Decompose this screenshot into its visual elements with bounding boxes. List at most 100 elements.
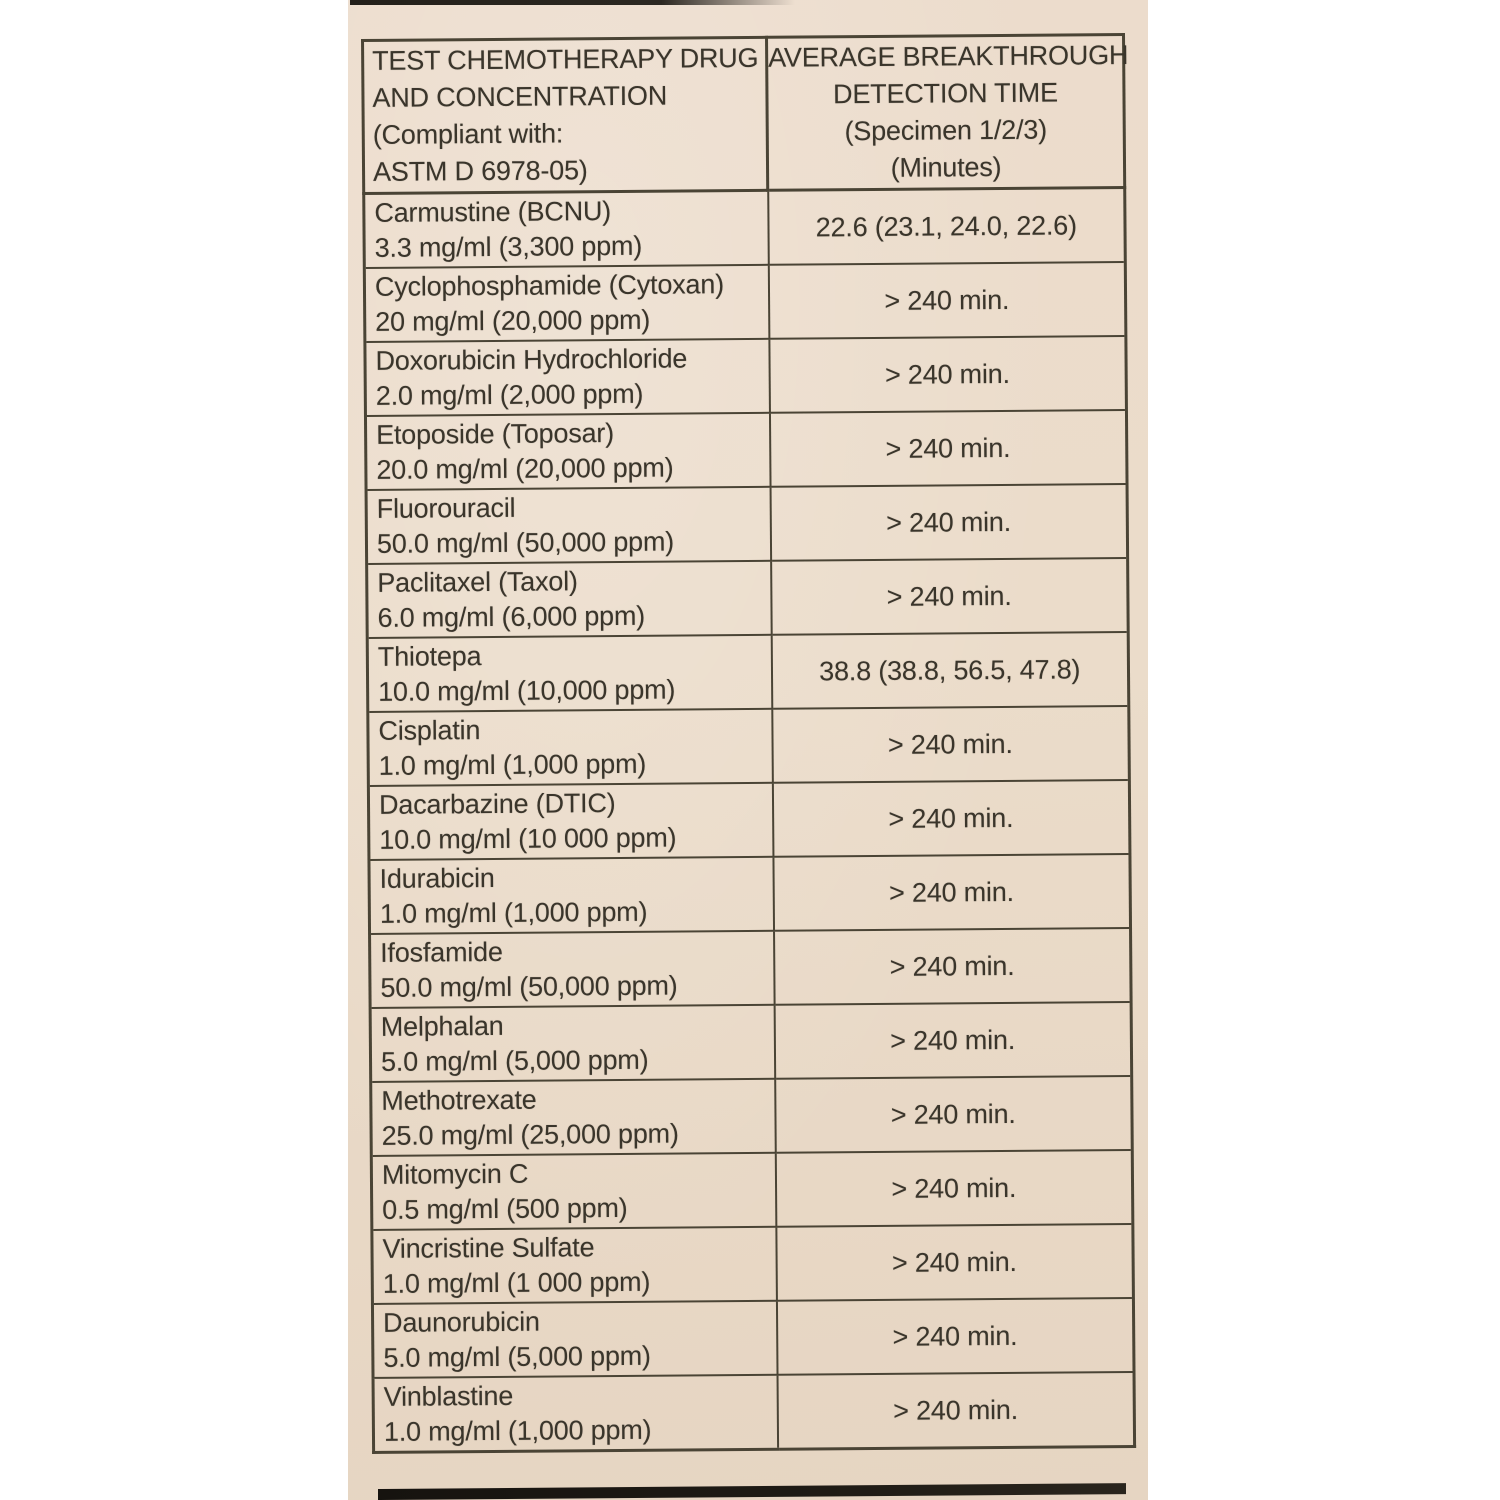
table-row: Paclitaxel (Taxol) 6.0 mg/ml (6,000 ppm)… bbox=[366, 557, 1129, 638]
drug-name: Etoposide (Toposar) bbox=[376, 418, 615, 450]
drug-name: Daunorubicin bbox=[382, 1306, 540, 1338]
detection-time: > 240 min. bbox=[775, 1149, 1133, 1227]
drug-name: Cyclophosphamide (Cytoxan) bbox=[374, 269, 725, 302]
drug-concentration: 3.3 mg/ml (3,300 ppm) bbox=[374, 230, 643, 263]
detection-time: > 240 min. bbox=[775, 1223, 1134, 1301]
drug-cell: Carmustine (BCNU) 3.3 mg/ml (3,300 ppm) bbox=[363, 190, 769, 268]
photo-paper-background: TEST CHEMOTHERAPY DRUG AND CONCENTRATION… bbox=[348, 0, 1148, 1500]
drug-cell: Melphalan 5.0 mg/ml (5,000 ppm) bbox=[370, 1004, 775, 1082]
table-row: Mitomycin C 0.5 mg/ml (500 ppm) > 240 mi… bbox=[371, 1149, 1133, 1230]
column-header-drug: TEST CHEMOTHERAPY DRUG AND CONCENTRATION… bbox=[362, 37, 768, 194]
drug-cell: Dacarbazine (DTIC) 10.0 mg/ml (10 000 pp… bbox=[368, 782, 773, 860]
detection-time: > 240 min. bbox=[768, 262, 1126, 339]
table-row: Ifosfamide 50.0 mg/ml (50,000 ppm) > 240… bbox=[369, 927, 1132, 1008]
header-line: (Minutes) bbox=[890, 151, 1002, 183]
table-row: Cisplatin 1.0 mg/ml (1,000 ppm) > 240 mi… bbox=[367, 705, 1130, 786]
drug-cell: Mitomycin C 0.5 mg/ml (500 ppm) bbox=[371, 1152, 776, 1230]
drug-cell: Cyclophosphamide (Cytoxan) 20 mg/ml (20,… bbox=[364, 264, 769, 342]
drug-cell: Paclitaxel (Taxol) 6.0 mg/ml (6,000 ppm) bbox=[366, 560, 772, 638]
drug-concentration: 1.0 mg/ml (1,000 ppm) bbox=[379, 896, 648, 929]
drug-concentration: 50.0 mg/ml (50,000 ppm) bbox=[380, 970, 678, 1003]
detection-time: > 240 min. bbox=[768, 336, 1127, 413]
detection-time: > 240 min. bbox=[774, 1075, 1133, 1153]
drug-name: Paclitaxel (Taxol) bbox=[377, 566, 578, 598]
drug-concentration: 20.0 mg/ml (20,000 ppm) bbox=[376, 452, 674, 485]
header-line: (Specimen 1/2/3) bbox=[844, 114, 1048, 147]
drug-name: Fluorouracil bbox=[376, 492, 516, 524]
drug-name: Thiotepa bbox=[377, 641, 482, 672]
header-line: AND CONCENTRATION bbox=[372, 80, 668, 113]
drug-concentration: 20 mg/ml (20,000 ppm) bbox=[375, 304, 651, 337]
drug-name: Vinblastine bbox=[383, 1380, 514, 1412]
header-line: ASTM D 6978-05) bbox=[372, 155, 588, 187]
detection-time: > 240 min. bbox=[770, 557, 1129, 635]
table-row: Doxorubicin Hydrochloride 2.0 mg/ml (2,0… bbox=[364, 336, 1127, 416]
drug-cell: Vincristine Sulfate 1.0 mg/ml (1 000 ppm… bbox=[371, 1226, 777, 1304]
header-line: (Compliant with: bbox=[372, 118, 564, 150]
drug-concentration: 1.0 mg/ml (1,000 ppm) bbox=[383, 1414, 652, 1447]
detection-time: 38.8 (38.8, 56.5, 47.8) bbox=[771, 631, 1129, 709]
drug-concentration: 6.0 mg/ml (6,000 ppm) bbox=[377, 600, 646, 633]
table-row: Methotrexate 25.0 mg/ml (25,000 ppm) > 2… bbox=[370, 1075, 1133, 1156]
drug-name: Dacarbazine (DTIC) bbox=[378, 788, 616, 820]
detection-time: > 240 min. bbox=[776, 1297, 1135, 1375]
detection-time: > 240 min. bbox=[770, 483, 1128, 561]
drug-name: Mitomycin C bbox=[381, 1158, 529, 1190]
table-row: Idurabicin 1.0 mg/ml (1,000 ppm) > 240 m… bbox=[368, 853, 1131, 934]
detection-time: > 240 min. bbox=[772, 853, 1131, 931]
table-row: Cyclophosphamide (Cytoxan) 20 mg/ml (20,… bbox=[364, 262, 1126, 342]
table-header-row: TEST CHEMOTHERAPY DRUG AND CONCENTRATION… bbox=[362, 34, 1129, 194]
drug-concentration: 5.0 mg/ml (5,000 ppm) bbox=[380, 1044, 649, 1077]
drug-cell: Doxorubicin Hydrochloride 2.0 mg/ml (2,0… bbox=[364, 338, 770, 416]
header-line: AVERAGE BREAKTHROUGH bbox=[768, 39, 1129, 73]
table-row: Carmustine (BCNU) 3.3 mg/ml (3,300 ppm) … bbox=[363, 187, 1126, 268]
drug-concentration: 25.0 mg/ml (25,000 ppm) bbox=[381, 1118, 679, 1151]
drug-name: Idurabicin bbox=[379, 862, 495, 894]
drug-cell: Methotrexate 25.0 mg/ml (25,000 ppm) bbox=[370, 1078, 776, 1156]
drug-concentration: 2.0 mg/ml (2,000 ppm) bbox=[375, 378, 644, 411]
table-row: Dacarbazine (DTIC) 10.0 mg/ml (10 000 pp… bbox=[368, 779, 1130, 860]
drug-concentration: 5.0 mg/ml (5,000 ppm) bbox=[383, 1340, 651, 1373]
drug-concentration: 1.0 mg/ml (1 000 ppm) bbox=[382, 1266, 651, 1299]
drug-concentration: 10.0 mg/ml (10,000 ppm) bbox=[378, 674, 676, 707]
drug-cell: Idurabicin 1.0 mg/ml (1,000 ppm) bbox=[368, 856, 774, 934]
detection-time: > 240 min. bbox=[773, 927, 1132, 1005]
drug-name: Carmustine (BCNU) bbox=[374, 196, 612, 228]
detection-time: > 240 min. bbox=[769, 409, 1128, 487]
drug-name: Melphalan bbox=[380, 1010, 504, 1042]
drug-concentration: 10.0 mg/ml (10 000 ppm) bbox=[379, 822, 677, 855]
table-row: Fluorouracil 50.0 mg/ml (50,000 ppm) > 2… bbox=[366, 483, 1128, 564]
photo-edge-artifact-top bbox=[350, 0, 795, 5]
table-row: Daunorubicin 5.0 mg/ml (5,000 ppm) > 240… bbox=[372, 1297, 1135, 1378]
drug-concentration: 0.5 mg/ml (500 ppm) bbox=[382, 1192, 628, 1225]
drug-name: Doxorubicin Hydrochloride bbox=[375, 343, 688, 376]
detection-time: > 240 min. bbox=[771, 705, 1130, 783]
drug-name: Ifosfamide bbox=[380, 936, 503, 968]
drug-name: Methotrexate bbox=[381, 1084, 537, 1116]
drug-name: Vincristine Sulfate bbox=[382, 1232, 595, 1264]
column-header-detection-time: AVERAGE BREAKTHROUGH DETECTION TIME (Spe… bbox=[766, 34, 1129, 191]
photo-edge-artifact-bottom bbox=[378, 1483, 1126, 1500]
header-line: DETECTION TIME bbox=[832, 77, 1058, 110]
drug-name: Cisplatin bbox=[378, 715, 481, 746]
detection-time: > 240 min. bbox=[772, 779, 1130, 857]
drug-cell: Ifosfamide 50.0 mg/ml (50,000 ppm) bbox=[369, 930, 775, 1008]
drug-cell: Cisplatin 1.0 mg/ml (1,000 ppm) bbox=[367, 708, 773, 786]
drug-concentration: 1.0 mg/ml (1,000 ppm) bbox=[378, 748, 647, 781]
header-line: TEST CHEMOTHERAPY DRUG bbox=[372, 42, 759, 76]
detection-time: > 240 min. bbox=[777, 1371, 1135, 1450]
table-row: Etoposide (Toposar) 20.0 mg/ml (20,000 p… bbox=[365, 409, 1128, 490]
detection-time: > 240 min. bbox=[774, 1001, 1132, 1079]
table-row: Vinblastine 1.0 mg/ml (1,000 ppm) > 240 … bbox=[373, 1371, 1135, 1453]
drug-cell: Fluorouracil 50.0 mg/ml (50,000 ppm) bbox=[366, 486, 771, 564]
drug-cell: Vinblastine 1.0 mg/ml (1,000 ppm) bbox=[373, 1374, 778, 1453]
table-row: Thiotepa 10.0 mg/ml (10,000 ppm) 38.8 (3… bbox=[367, 631, 1129, 712]
detection-time: 22.6 (23.1, 24.0, 22.6) bbox=[767, 187, 1126, 265]
table-row: Melphalan 5.0 mg/ml (5,000 ppm) > 240 mi… bbox=[370, 1001, 1132, 1082]
table-row: Vincristine Sulfate 1.0 mg/ml (1 000 ppm… bbox=[371, 1223, 1134, 1304]
drug-cell: Etoposide (Toposar) 20.0 mg/ml (20,000 p… bbox=[365, 412, 771, 490]
breakthrough-detection-table: TEST CHEMOTHERAPY DRUG AND CONCENTRATION… bbox=[361, 33, 1136, 1454]
drug-concentration: 50.0 mg/ml (50,000 ppm) bbox=[376, 526, 675, 559]
drug-cell: Daunorubicin 5.0 mg/ml (5,000 ppm) bbox=[372, 1300, 778, 1378]
